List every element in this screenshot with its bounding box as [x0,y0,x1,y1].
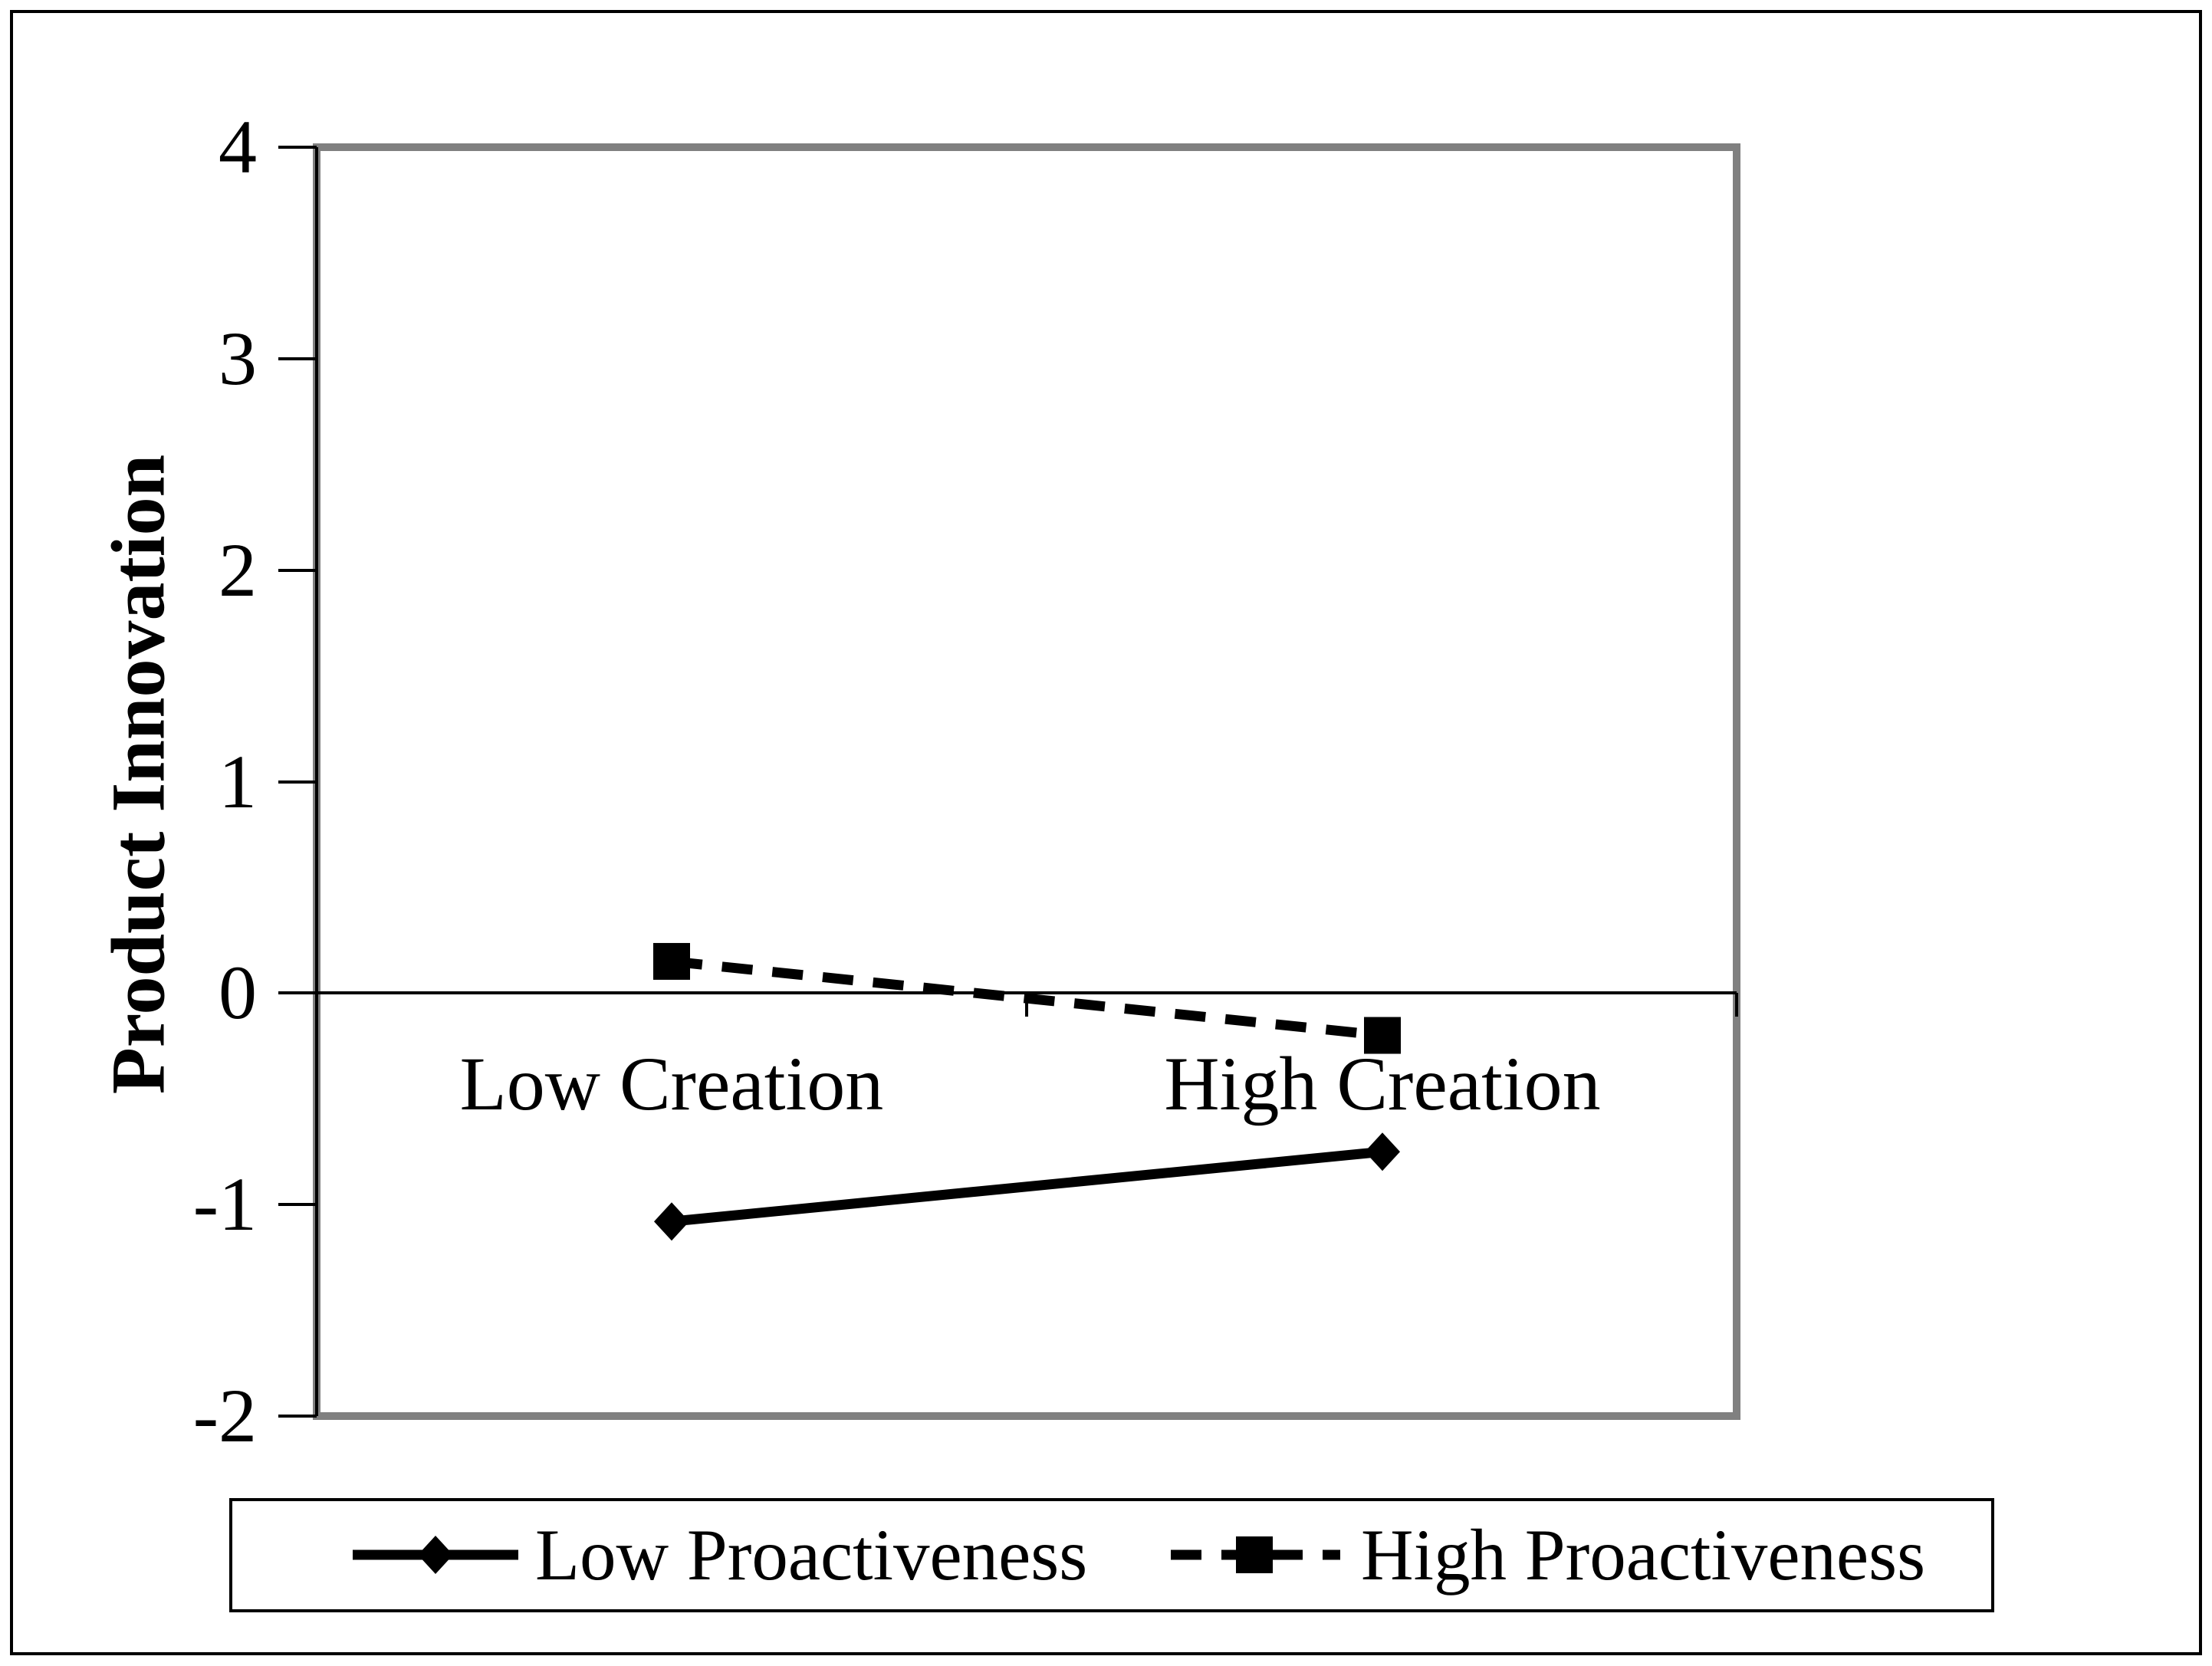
series-low-proactiveness [654,1132,1400,1241]
series-high-proactiveness [653,942,1401,1054]
legend-label-high-proactiveness: High Proactiveness [1361,1514,1926,1595]
y-tick-label: 0 [219,950,257,1035]
legend-diamond-marker [418,1536,453,1574]
y-tick-label: 4 [219,104,257,189]
square-marker [1364,1017,1401,1054]
plot-border [313,143,1740,1420]
y-tick-label: 2 [219,527,257,613]
y-tick-marks [278,146,317,1418]
y-axis-title: Product Innovation [95,454,181,1095]
y-tick-label: 3 [219,316,257,401]
legend-label-low-proactiveness: Low Proactiveness [535,1514,1088,1595]
category-label-high-creation: High Creation [1164,1041,1601,1126]
legend-square-marker [1236,1536,1273,1573]
diamond-marker [1365,1132,1400,1171]
y-tick-label: -2 [192,1373,257,1458]
diamond-marker [654,1202,689,1241]
square-marker [653,942,690,980]
legend-key-high [1171,1536,1340,1573]
y-tick-label: -1 [192,1162,257,1247]
legend-box [229,1498,1994,1612]
y-tick-label: 1 [219,739,257,824]
category-label-low-creation: Low Creation [459,1041,884,1126]
legend-key-low [353,1536,518,1574]
high-proactiveness-line [671,956,1383,1040]
low-proactiveness-line [671,1146,1383,1227]
outer-border [10,10,2202,1655]
